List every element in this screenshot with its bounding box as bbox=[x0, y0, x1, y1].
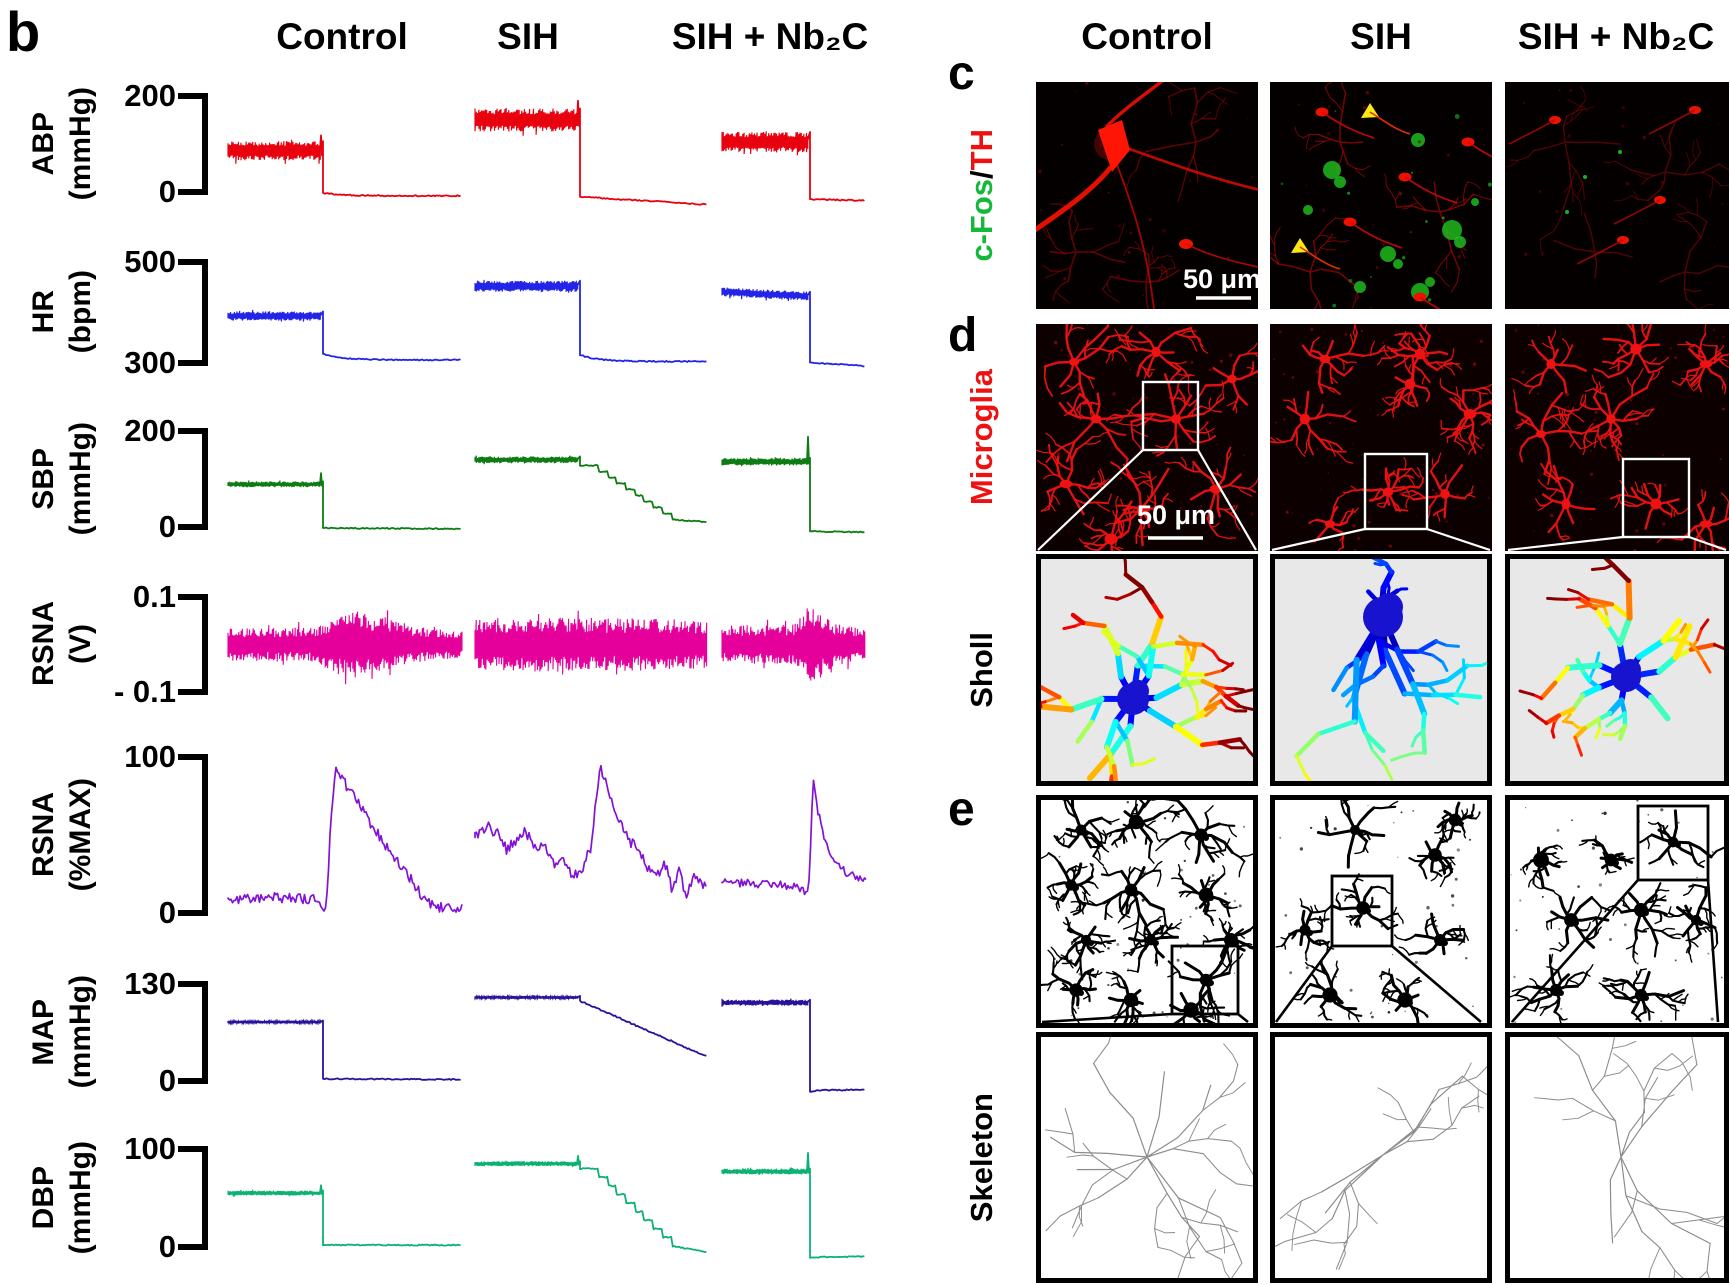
b-header-sih: SIH bbox=[497, 16, 559, 57]
row-name: MAP bbox=[26, 998, 60, 1066]
tick-top: 200 bbox=[124, 78, 176, 113]
scale-bracket bbox=[178, 754, 208, 916]
row-unit: (V) bbox=[63, 624, 97, 664]
row-name: SBP bbox=[26, 448, 60, 510]
marker-skeleton: Skeleton bbox=[964, 1092, 999, 1223]
binary-image-sih-nb2c bbox=[1505, 795, 1729, 1028]
marker-sep: / bbox=[964, 170, 999, 180]
tick-top: 100 bbox=[124, 1131, 176, 1166]
b-header-control: Control bbox=[276, 16, 408, 57]
svg-text:50 μm: 50 μm bbox=[1137, 500, 1215, 530]
sholl-image-sih-nb2c bbox=[1505, 554, 1729, 786]
binary-image-sih bbox=[1270, 795, 1492, 1028]
panel-letter-c: c bbox=[948, 47, 975, 100]
tick-top: 100 bbox=[124, 739, 176, 774]
tick-bottom: 0 bbox=[158, 174, 176, 209]
svg-text:50 μm: 50 μm bbox=[1183, 264, 1258, 294]
marker-cfos-th: c-Fos/TH bbox=[956, 82, 1008, 309]
tick-bottom: 0 bbox=[158, 1229, 176, 1264]
skeleton-image-control bbox=[1036, 1032, 1258, 1283]
right-header-control: Control bbox=[1081, 16, 1213, 57]
microglia-image-sih-nb2c bbox=[1505, 324, 1729, 551]
panel-letter-e: e bbox=[948, 783, 975, 836]
tick-top: 0.1 bbox=[132, 579, 176, 614]
row-name: DBP bbox=[26, 1166, 60, 1230]
binary-image-control bbox=[1036, 795, 1258, 1028]
marker-th: TH bbox=[964, 129, 999, 171]
cfos-th-image-control: 50 μm bbox=[1036, 82, 1258, 309]
marker-cfos: c-Fos bbox=[964, 179, 999, 262]
microglia-image-sih bbox=[1270, 324, 1492, 551]
row-unit: (%MAX) bbox=[63, 778, 97, 892]
row-name: HR bbox=[26, 290, 60, 334]
tick-bottom: 0 bbox=[158, 509, 176, 544]
right-header-sih-nb2c: SIH + Nb₂C bbox=[1517, 16, 1715, 57]
scale-bracket bbox=[178, 93, 208, 195]
tick-top: 500 bbox=[124, 244, 176, 279]
skeleton-image-sih-nb2c bbox=[1505, 1032, 1729, 1283]
scale-bracket bbox=[178, 594, 208, 695]
scale-bracket bbox=[178, 259, 208, 366]
tick-bottom: 300 bbox=[124, 345, 176, 380]
row-label-rsna-v: RSNA (V) bbox=[10, 549, 114, 739]
panel-letter-d: d bbox=[948, 309, 978, 362]
right-header-sih: SIH bbox=[1350, 16, 1412, 57]
tick-bottom: 0 bbox=[158, 1063, 176, 1098]
scale-bracket bbox=[178, 428, 208, 530]
marker-sholl: Sholl bbox=[964, 632, 999, 708]
microglia-image-control: 50 μm bbox=[1036, 324, 1258, 551]
row-name: ABP bbox=[26, 112, 60, 176]
tick-top: 130 bbox=[124, 966, 176, 1001]
scale-bracket bbox=[178, 981, 208, 1084]
marker-microglia: Microglia bbox=[964, 369, 999, 506]
skeleton-image-sih bbox=[1270, 1032, 1492, 1283]
tick-bottom: - 0.1 bbox=[113, 674, 176, 709]
panel-letter-b: b bbox=[6, 0, 41, 63]
row-name: RSNA bbox=[26, 792, 60, 878]
sholl-image-sih bbox=[1270, 554, 1492, 786]
cfos-th-image-sih-nb2c bbox=[1505, 82, 1729, 309]
tick-top: 200 bbox=[124, 413, 176, 448]
scale-bracket bbox=[178, 1146, 208, 1250]
sholl-image-control bbox=[1036, 554, 1258, 786]
row-unit: (bpm) bbox=[63, 270, 97, 354]
b-header-sih-nb2c: SIH + Nb₂C bbox=[671, 16, 869, 57]
cfos-th-image-sih bbox=[1270, 82, 1492, 309]
tick-bottom: 0 bbox=[158, 895, 176, 930]
